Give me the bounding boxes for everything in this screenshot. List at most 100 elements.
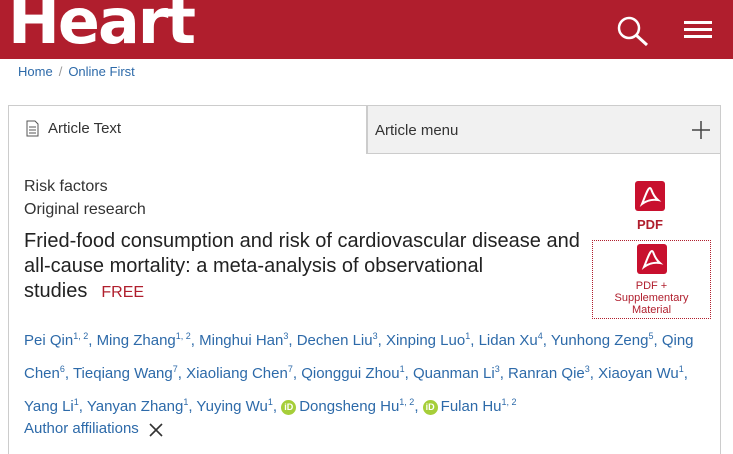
search-button[interactable] [614, 14, 654, 48]
author-link[interactable]: Dechen Liu3 [296, 331, 378, 349]
author-name: Xiaoliang Chen [186, 365, 288, 382]
menu-bar-icon [684, 21, 712, 24]
author-separator: , [288, 332, 297, 349]
author-name: Xiaoyan Wu [598, 365, 679, 382]
author-name: Yanyan Zhang [86, 398, 184, 415]
author-name: Yuying Wu [196, 398, 268, 415]
pdf-download-link[interactable]: PDF [621, 180, 679, 232]
author-link[interactable]: Yanyan Zhang1 [86, 397, 189, 415]
author-separator: , [177, 365, 187, 382]
author-link[interactable]: Ranran Qie3 [508, 364, 590, 382]
author-affiliation-ref: 3 [283, 331, 289, 341]
author-separator: , [190, 332, 200, 349]
tab-article-text[interactable]: Article Text [8, 105, 367, 154]
author-name: Qing Chen [24, 332, 694, 382]
plus-icon [692, 121, 710, 139]
search-icon [617, 16, 649, 47]
author-affiliation-ref: 1, 2 [399, 397, 415, 407]
free-badge: FREE [101, 284, 145, 301]
author-link[interactable]: Yang Li1 [24, 397, 79, 415]
author-affiliation-ref: 6 [59, 364, 65, 374]
menu-bar-icon [684, 35, 712, 38]
author-name: Dechen Liu [296, 332, 373, 349]
author-separator: , [404, 365, 413, 382]
author-separator: , [377, 332, 386, 349]
author-link[interactable]: Yuying Wu1 [196, 397, 272, 415]
article-category: Risk factors [24, 178, 108, 195]
document-icon [26, 120, 39, 137]
author-link[interactable]: iD Dongsheng Hu1, 2 [281, 397, 415, 415]
menu-bar-icon [684, 28, 712, 31]
author-affiliation-ref: 7 [287, 364, 293, 374]
author-name: Tieqiang Wang [72, 365, 173, 382]
author-link[interactable]: Xiaoliang Chen7 [186, 364, 293, 382]
author-separator: , [64, 365, 73, 382]
pdf-supplementary-link[interactable]: PDF + Supplementary Material [592, 240, 711, 319]
author-list: Pei Qin1, 2, Ming Zhang1, 2, Minghui Han… [24, 322, 714, 421]
author-link[interactable]: Yunhong Zeng5 [550, 331, 654, 349]
author-affiliation-ref: 7 [172, 364, 178, 374]
author-separator: , [188, 398, 197, 415]
author-affiliations-toggle[interactable]: Author affiliations [24, 420, 139, 437]
author-link[interactable]: Qing Chen6 [24, 332, 694, 382]
author-affiliation-ref: 1, 2 [175, 331, 191, 341]
tab-article-text-label: Article Text [48, 120, 122, 137]
author-separator: , [414, 398, 423, 415]
pdf-label: PDF [637, 217, 663, 232]
tab-article-menu[interactable]: Article menu [367, 105, 721, 154]
author-separator: , [470, 332, 479, 349]
author-link[interactable]: Quanman Li3 [413, 364, 500, 382]
author-name: Yunhong Zeng [550, 332, 649, 349]
author-affiliation-ref: 1 [399, 364, 405, 374]
author-link[interactable]: Minghui Han3 [199, 331, 289, 349]
author-affiliation-ref: 1, 2 [501, 397, 517, 407]
author-link[interactable]: Qionggui Zhou1 [301, 364, 405, 382]
author-link[interactable]: Pei Qin1, 2 [24, 331, 89, 349]
author-link[interactable]: Xinping Luo1 [385, 331, 471, 349]
pdf-supp-label: Supplementary [614, 292, 689, 304]
article-panel [8, 153, 721, 454]
pdf-icon [635, 181, 665, 211]
author-link[interactable]: Tieqiang Wang7 [72, 364, 178, 382]
author-link[interactable]: Ming Zhang1, 2 [96, 331, 191, 349]
site-header: Heart [0, 0, 733, 59]
author-separator: , [683, 365, 688, 382]
hamburger-menu-button[interactable] [684, 21, 712, 43]
author-name: Lidan Xu [478, 332, 538, 349]
article-type: Original research [24, 201, 146, 218]
breadcrumb-online-first[interactable]: Online First [68, 64, 135, 79]
author-link[interactable]: Xiaoyan Wu1 [598, 364, 684, 382]
tab-article-menu-label: Article menu [375, 122, 459, 139]
author-link[interactable]: iD Fulan Hu1, 2 [422, 397, 517, 415]
breadcrumb: Home / Online First [18, 64, 135, 79]
close-icon[interactable] [149, 423, 163, 437]
orcid-icon[interactable]: iD [281, 400, 297, 415]
author-affiliation-ref: 4 [537, 331, 543, 341]
author-separator: , [292, 365, 302, 382]
author-name: Yang Li [24, 398, 74, 415]
author-affiliation-ref: 3 [584, 364, 590, 374]
journal-logo[interactable]: Heart [8, 0, 196, 58]
pdf-supp-label: Material [631, 304, 672, 316]
author-affiliation-ref: 1 [465, 331, 471, 341]
author-affiliation-ref: 5 [648, 331, 654, 341]
author-affiliation-ref: 1 [183, 397, 189, 407]
author-name: Ming Zhang [96, 332, 176, 349]
author-affiliation-ref: 1 [73, 397, 79, 407]
author-name: Xinping Luo [385, 332, 466, 349]
orcid-icon[interactable]: iD [422, 400, 438, 415]
pdf-icon [636, 244, 667, 274]
author-link[interactable]: Lidan Xu4 [478, 331, 543, 349]
article-title-text: Fried-food consumption and risk of cardi… [24, 230, 580, 302]
author-separator: , [499, 365, 509, 382]
author-name: Pei Qin [24, 332, 74, 349]
author-separator: , [272, 398, 282, 415]
article-title: Fried-food consumption and risk of cardi… [24, 229, 584, 305]
author-name: Minghui Han [199, 332, 284, 349]
author-separator: , [542, 332, 551, 349]
author-affiliation-ref: 1 [678, 364, 684, 374]
author-separator: , [589, 365, 599, 382]
breadcrumb-home[interactable]: Home [18, 64, 53, 79]
author-affiliation-ref: 3 [372, 331, 378, 341]
author-affiliation-ref: 1, 2 [73, 331, 89, 341]
